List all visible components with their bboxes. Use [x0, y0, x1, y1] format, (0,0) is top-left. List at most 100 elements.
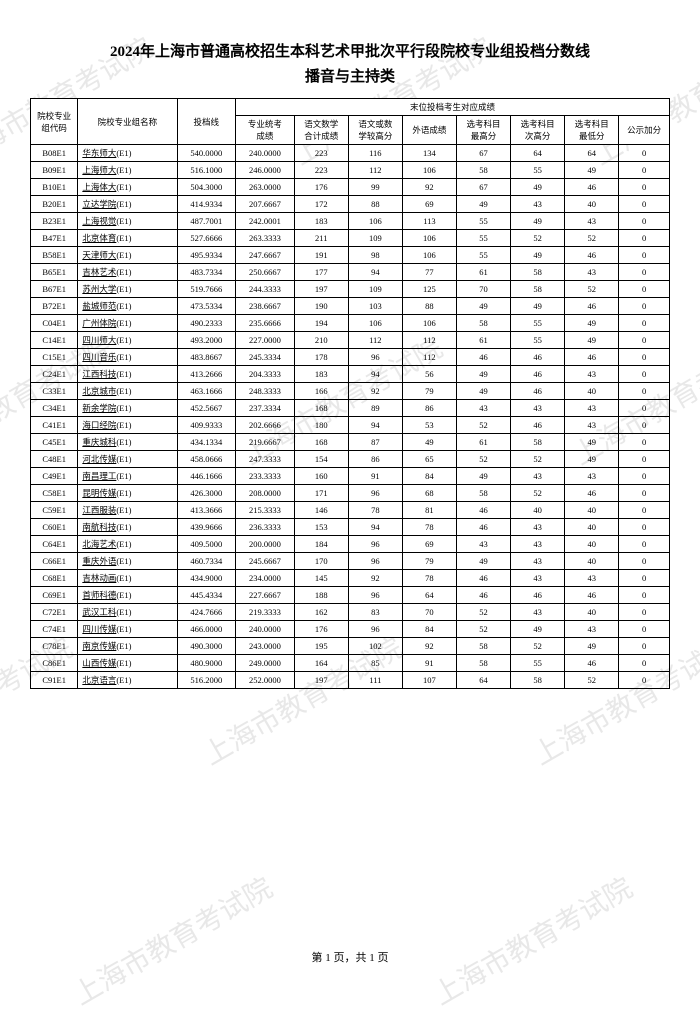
cell-prof: 234.0000 [236, 570, 295, 587]
table-row: C72E1 武汉工科(E1) 424.7666 219.3333 162 83 … [31, 604, 670, 621]
cell-min: 40 [565, 196, 619, 213]
cell-max: 49 [456, 298, 510, 315]
header-line: 投档线 [177, 99, 236, 145]
cell-lang: 166 [294, 383, 348, 400]
cell-min: 46 [565, 655, 619, 672]
cell-mid: 49 [511, 213, 565, 230]
cell-foreign: 86 [402, 400, 456, 417]
cell-lang: 172 [294, 196, 348, 213]
cell-code: C41E1 [31, 417, 78, 434]
cell-foreign: 88 [402, 298, 456, 315]
cell-foreign: 125 [402, 281, 456, 298]
cell-max: 55 [456, 230, 510, 247]
cell-name: 南昌理工(E1) [78, 468, 177, 485]
cell-high: 92 [348, 570, 402, 587]
cell-max: 52 [456, 604, 510, 621]
cell-line: 516.1000 [177, 162, 236, 179]
cell-bonus: 0 [619, 162, 670, 179]
cell-min: 49 [565, 434, 619, 451]
cell-mid: 46 [511, 587, 565, 604]
cell-line: 493.2000 [177, 332, 236, 349]
cell-max: 67 [456, 179, 510, 196]
cell-high: 88 [348, 196, 402, 213]
cell-bonus: 0 [619, 587, 670, 604]
cell-prof: 215.3333 [236, 502, 295, 519]
cell-high: 109 [348, 230, 402, 247]
cell-lang: 183 [294, 366, 348, 383]
table-row: C60E1 南航科技(E1) 439.9666 236.3333 153 94 … [31, 519, 670, 536]
cell-high: 89 [348, 400, 402, 417]
cell-foreign: 107 [402, 672, 456, 689]
cell-foreign: 106 [402, 315, 456, 332]
cell-max: 46 [456, 519, 510, 536]
cell-max: 58 [456, 655, 510, 672]
cell-bonus: 0 [619, 400, 670, 417]
cell-mid: 43 [511, 553, 565, 570]
cell-line: 434.1334 [177, 434, 236, 451]
cell-code: C74E1 [31, 621, 78, 638]
cell-foreign: 79 [402, 383, 456, 400]
cell-lang: 146 [294, 502, 348, 519]
cell-foreign: 70 [402, 604, 456, 621]
cell-lang: 210 [294, 332, 348, 349]
cell-name: 南航科技(E1) [78, 519, 177, 536]
table-row: B47E1 北京体育(E1) 527.6666 263.3333 211 109… [31, 230, 670, 247]
cell-bonus: 0 [619, 553, 670, 570]
cell-prof: 237.3334 [236, 400, 295, 417]
cell-prof: 248.3333 [236, 383, 295, 400]
cell-code: C58E1 [31, 485, 78, 502]
cell-high: 112 [348, 162, 402, 179]
cell-max: 46 [456, 502, 510, 519]
cell-mid: 43 [511, 604, 565, 621]
cell-name: 上海体大(E1) [78, 179, 177, 196]
cell-bonus: 0 [619, 298, 670, 315]
cell-min: 49 [565, 315, 619, 332]
cell-prof: 227.6667 [236, 587, 295, 604]
cell-line: 458.0666 [177, 451, 236, 468]
cell-code: C33E1 [31, 383, 78, 400]
cell-min: 43 [565, 213, 619, 230]
cell-high: 86 [348, 451, 402, 468]
cell-high: 94 [348, 264, 402, 281]
cell-prof: 252.0000 [236, 672, 295, 689]
cell-lang: 177 [294, 264, 348, 281]
cell-code: C34E1 [31, 400, 78, 417]
cell-name: 四川传媒(E1) [78, 621, 177, 638]
cell-lang: 168 [294, 434, 348, 451]
cell-bonus: 0 [619, 332, 670, 349]
cell-prof: 246.0000 [236, 162, 295, 179]
cell-mid: 58 [511, 264, 565, 281]
cell-max: 70 [456, 281, 510, 298]
cell-max: 49 [456, 468, 510, 485]
cell-name: 吉林艺术(E1) [78, 264, 177, 281]
cell-prof: 208.0000 [236, 485, 295, 502]
cell-high: 112 [348, 332, 402, 349]
cell-max: 64 [456, 672, 510, 689]
cell-min: 43 [565, 621, 619, 638]
cell-foreign: 92 [402, 638, 456, 655]
cell-min: 43 [565, 366, 619, 383]
cell-prof: 235.6666 [236, 315, 295, 332]
cell-lang: 164 [294, 655, 348, 672]
cell-foreign: 112 [402, 332, 456, 349]
cell-min: 52 [565, 672, 619, 689]
cell-foreign: 79 [402, 553, 456, 570]
cell-bonus: 0 [619, 366, 670, 383]
cell-min: 49 [565, 162, 619, 179]
cell-high: 96 [348, 553, 402, 570]
cell-high: 87 [348, 434, 402, 451]
cell-mid: 46 [511, 349, 565, 366]
cell-prof: 247.6667 [236, 247, 295, 264]
table-row: C64E1 北海艺术(E1) 409.5000 200.0000 184 96 … [31, 536, 670, 553]
cell-foreign: 64 [402, 587, 456, 604]
table-row: B08E1 华东师大(E1) 540.0000 240.0000 223 116… [31, 145, 670, 162]
cell-mid: 43 [511, 400, 565, 417]
cell-code: C04E1 [31, 315, 78, 332]
cell-name: 河北传媒(E1) [78, 451, 177, 468]
cell-lang: 145 [294, 570, 348, 587]
cell-line: 490.3000 [177, 638, 236, 655]
cell-bonus: 0 [619, 451, 670, 468]
cell-min: 49 [565, 332, 619, 349]
cell-code: C91E1 [31, 672, 78, 689]
cell-code: C78E1 [31, 638, 78, 655]
